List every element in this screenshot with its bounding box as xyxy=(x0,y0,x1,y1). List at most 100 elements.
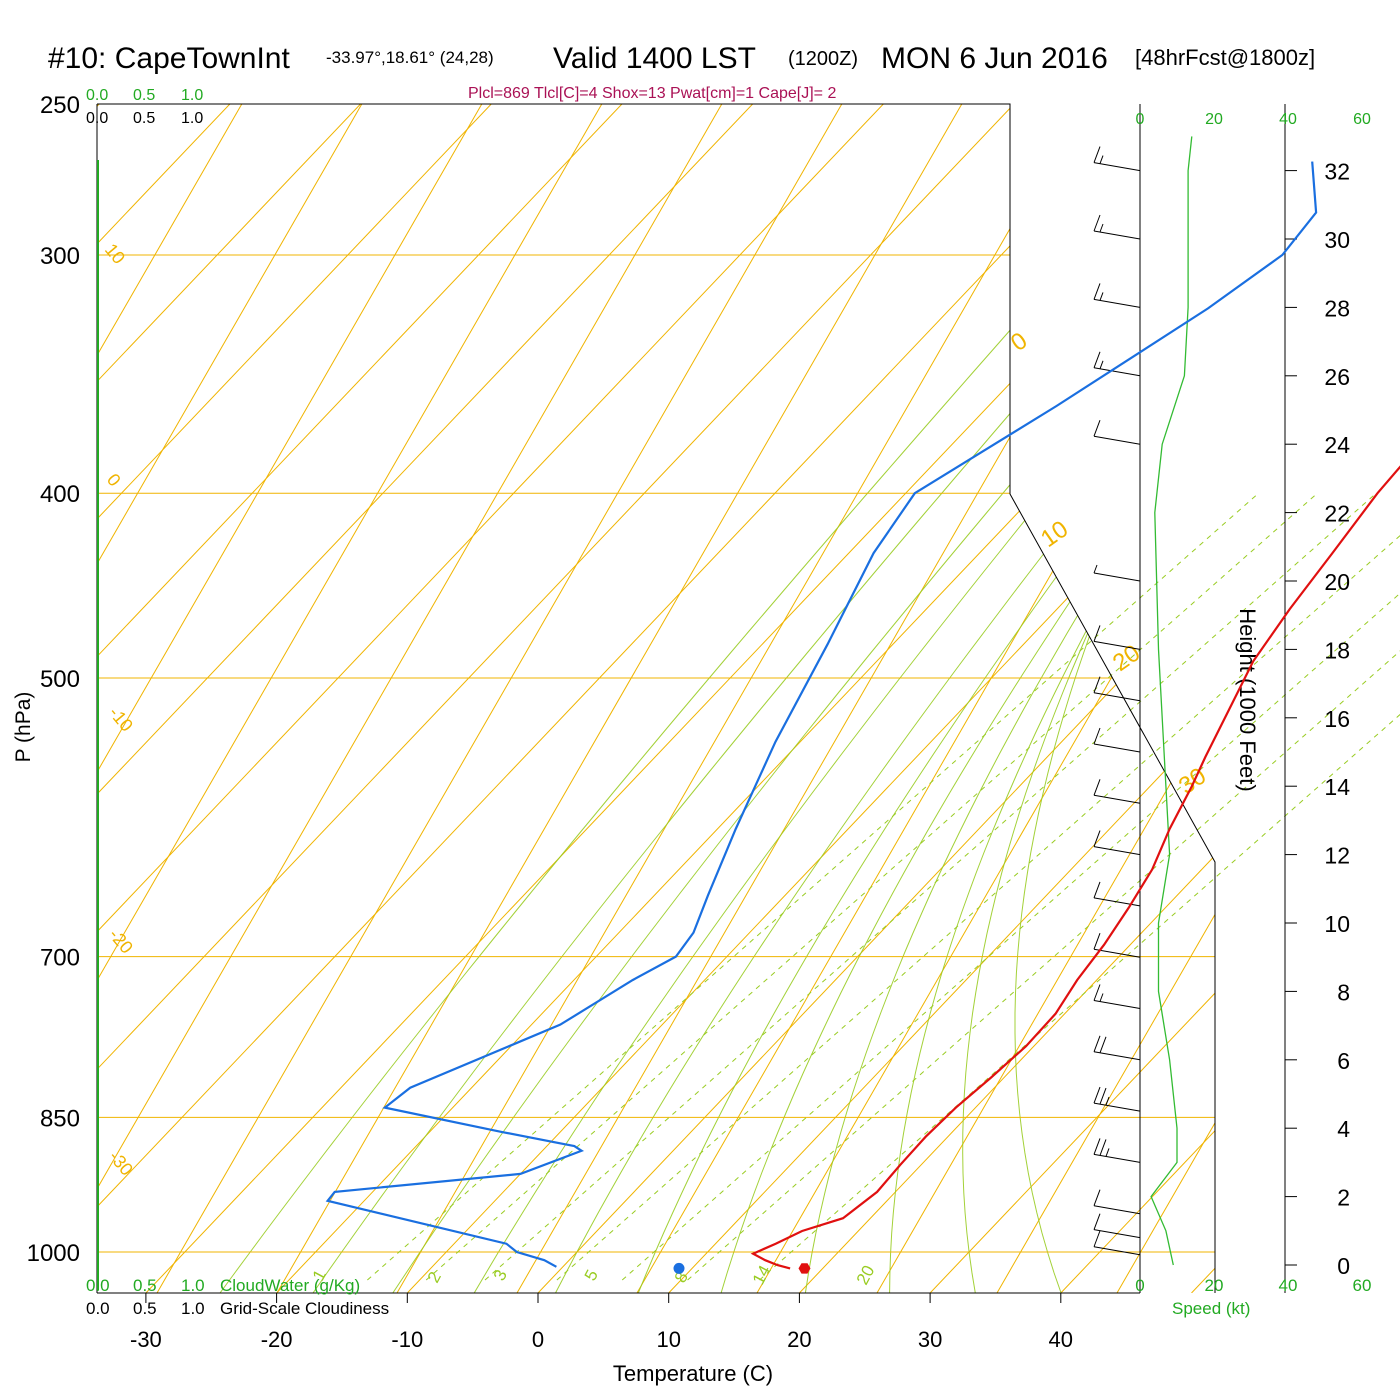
wind-barbs xyxy=(1093,146,1141,1256)
isotherm-line xyxy=(145,104,1215,1293)
height-tick-label: 30 xyxy=(1324,227,1350,253)
cloud-scale-tick: 1.0 xyxy=(181,1299,205,1318)
isotherm-line xyxy=(97,104,492,1293)
speed-tick-label: 20 xyxy=(1205,1276,1224,1295)
wind-barb-flag xyxy=(1093,283,1101,300)
height-axis-label: Height (1000 Feet) xyxy=(1235,608,1260,791)
height-tick-label: 0 xyxy=(1337,1253,1350,1279)
dry-adiabat-line xyxy=(1357,0,1400,1293)
isotherm-line xyxy=(97,104,884,1293)
station-title: #10: CapeTownInt xyxy=(48,42,290,75)
dry-adiabat-line xyxy=(636,104,1215,1293)
height-tick-label: 24 xyxy=(1324,432,1350,458)
speed-tick-label: 60 xyxy=(1353,111,1371,128)
dry-adiabat-line xyxy=(1237,0,1400,1293)
height-tick-label: 28 xyxy=(1324,295,1350,321)
cloud-scale-tick: 0.0 xyxy=(86,87,108,104)
cloud-scale-tick: 0.0 xyxy=(86,1276,110,1295)
isotherm-line xyxy=(97,104,1015,1293)
wind-barb xyxy=(1093,298,1141,308)
dry-adiabat-line xyxy=(97,104,718,1293)
wind-speed-profile xyxy=(1150,136,1193,1266)
moist-adiabat-line xyxy=(962,112,1215,1293)
height-tick-label: 26 xyxy=(1324,364,1350,390)
speed-tick-label: 40 xyxy=(1279,111,1297,128)
wind-barb xyxy=(1093,897,1141,907)
wind-barb-flag xyxy=(1099,360,1104,369)
wind-barb-flag xyxy=(1093,1086,1101,1104)
wind-barb-flag xyxy=(1093,933,1101,950)
dry-adiabat-line xyxy=(97,104,358,1293)
isobar-lines xyxy=(97,103,1215,1253)
surface-temperature-marker xyxy=(798,1263,811,1274)
x-tick-label: -20 xyxy=(261,1327,293,1352)
dry-adiabat-line xyxy=(156,104,958,1293)
wind-barb xyxy=(1093,1229,1141,1239)
wind-barb xyxy=(1093,846,1141,856)
wind-barb xyxy=(1093,1102,1141,1112)
dry-adiabat-line xyxy=(876,104,1215,1293)
wind-barb-flag xyxy=(1093,727,1101,745)
station-coords: -33.97°,18.61° (24,28) xyxy=(326,48,494,67)
wind-barb xyxy=(1093,1205,1141,1215)
dewpoint-trace xyxy=(325,161,1318,1268)
wind-barb xyxy=(1093,1051,1141,1061)
x-tick-label: 20 xyxy=(787,1327,811,1352)
x-tick-label: 30 xyxy=(918,1327,942,1352)
wind-barb xyxy=(1093,572,1141,582)
moist-adiabat-line xyxy=(219,112,1204,1293)
speed-tick-label: 60 xyxy=(1353,1276,1372,1295)
wind-barb-flag xyxy=(1093,881,1101,899)
cloud-scale-tick: 0.5 xyxy=(133,87,155,104)
mixing-ratio-line xyxy=(687,650,1400,1281)
mixing-ratio-line xyxy=(621,592,1400,1281)
moist-adiabat-line xyxy=(720,112,1215,1293)
isotherm-line xyxy=(97,104,1146,1293)
wind-barb-flag xyxy=(1099,223,1104,233)
wind-barb-flag xyxy=(1099,1139,1107,1156)
wind-barb-flag xyxy=(1093,1035,1101,1052)
height-tick-label: 16 xyxy=(1324,706,1350,732)
isotherm-line xyxy=(537,104,1215,1293)
dry-adiabat-line xyxy=(396,104,1198,1293)
wind-barb-flag xyxy=(1093,1138,1101,1155)
isotherm-line xyxy=(406,104,1215,1293)
wind-barb-flag xyxy=(1105,1148,1110,1157)
wind-barb-flag xyxy=(1093,1230,1101,1247)
height-tick-label: 2 xyxy=(1337,1185,1350,1211)
x-axis: -30 -20 -10 0 10 20 30 40 xyxy=(130,1293,1073,1352)
wind-barb xyxy=(1093,948,1141,958)
wind-barb-flag xyxy=(1105,1096,1110,1106)
mixing-ratio-label: 2 xyxy=(424,1269,445,1286)
mixing-ratio-line xyxy=(484,492,1377,1281)
mixing-ratio-label: 5 xyxy=(581,1267,602,1284)
height-tick-label: 10 xyxy=(1324,911,1350,937)
mixing-ratio-line xyxy=(556,535,1400,1281)
wind-barb-flag xyxy=(1099,993,1104,1002)
dry-adiabat-line xyxy=(97,104,598,1293)
wind-barb xyxy=(1093,435,1141,445)
speed-tick-label: 40 xyxy=(1279,1276,1298,1295)
isotherm-line xyxy=(276,104,1215,1293)
x-tick-label: -30 xyxy=(130,1327,162,1352)
moist-adiabat-line xyxy=(392,112,1215,1293)
wind-barb-flag xyxy=(1093,779,1101,796)
x-tick-label: 0 xyxy=(532,1327,544,1352)
x-axis-label: Temperature (C) xyxy=(613,1361,773,1386)
wind-barb-flag xyxy=(1093,146,1101,163)
speed-tick-label: 0 xyxy=(1136,111,1145,128)
mixing-ratio-line xyxy=(759,713,1400,1281)
stability-indices: Plcl=869 Tlcl[C]=4 Shox=13 Pwat[cm]=1 Ca… xyxy=(468,85,836,102)
isotherm-line xyxy=(97,104,623,1293)
wind-barb xyxy=(1093,640,1141,650)
isotherm-label: 10 xyxy=(1036,515,1073,552)
wind-barb xyxy=(1093,794,1141,804)
mixing-ratio-label: 3 xyxy=(490,1267,511,1284)
height-tick-label: 12 xyxy=(1324,843,1350,869)
wind-barb-flag xyxy=(1093,214,1101,232)
cloud-scale-tick: 1.0 xyxy=(181,87,203,104)
height-tick-label: 22 xyxy=(1324,501,1350,527)
cloud-scale-tick: 0.0 xyxy=(86,110,108,127)
